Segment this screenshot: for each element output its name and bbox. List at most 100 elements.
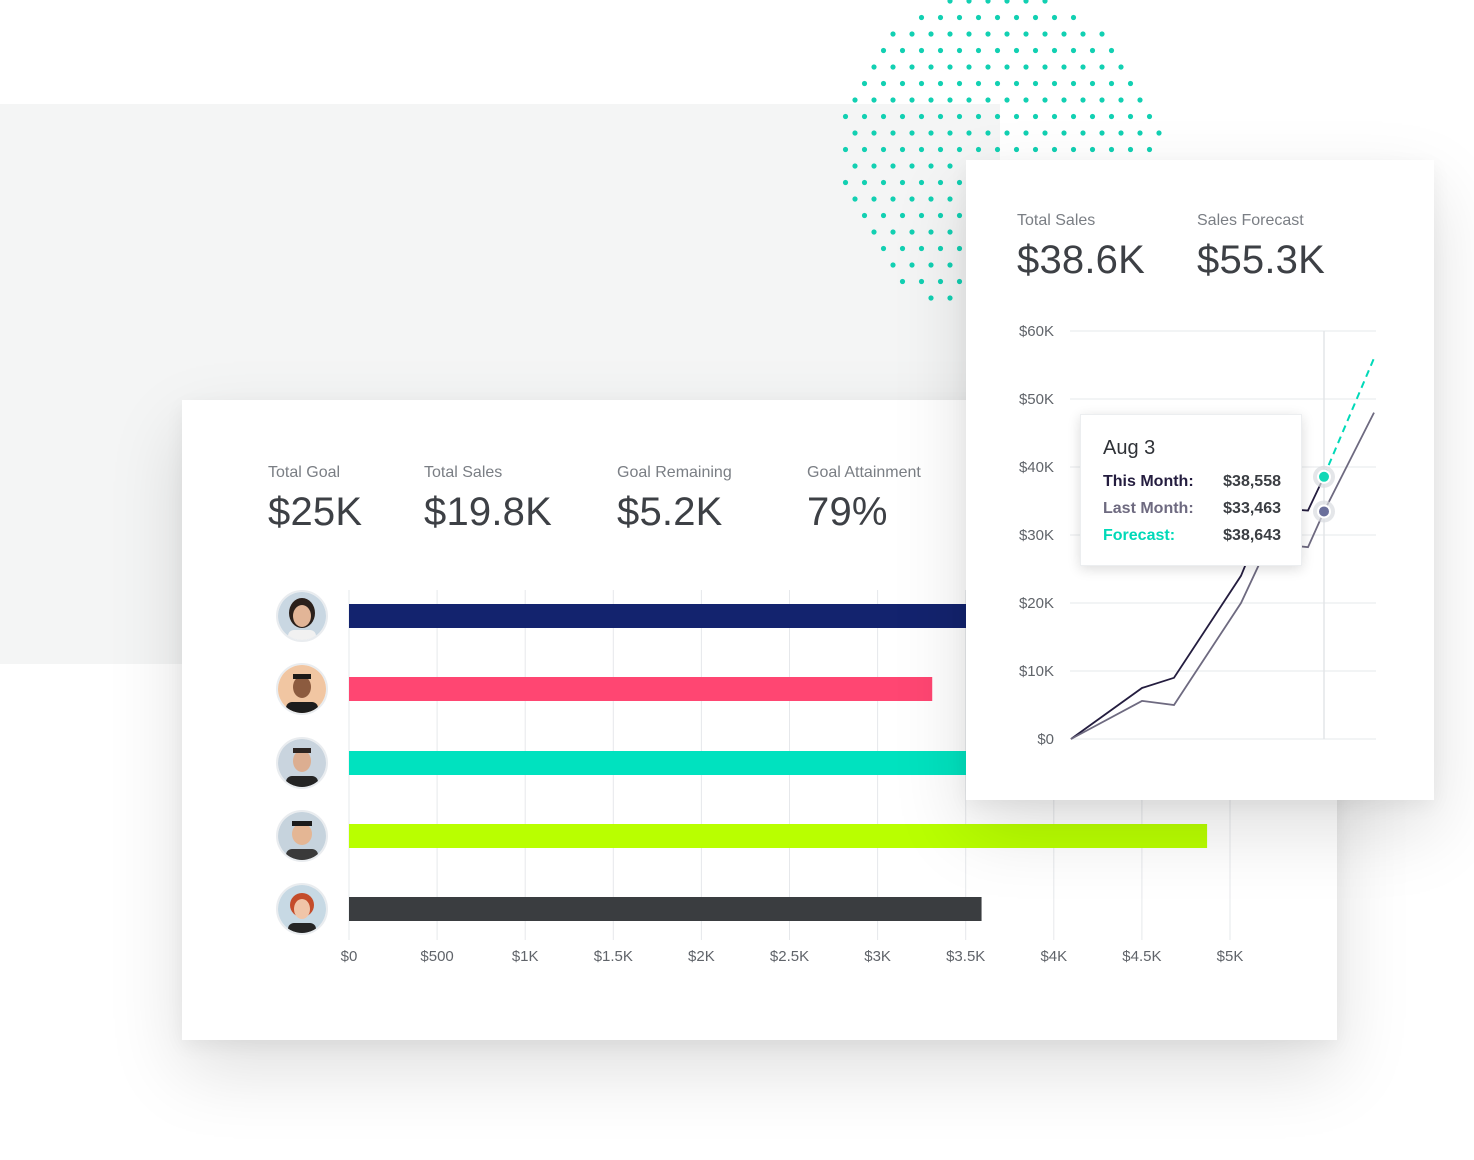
pattern-dot: [1146, 146, 1153, 153]
pattern-dot: [890, 262, 896, 268]
pattern-dot: [937, 278, 944, 285]
pattern-dot: [1032, 113, 1039, 120]
pattern-dot: [909, 229, 915, 235]
pattern-dot: [956, 179, 963, 186]
pattern-dot: [937, 146, 944, 153]
last-month-marker[interactable]: [1317, 504, 1331, 519]
forecast-marker[interactable]: [1317, 469, 1331, 484]
pattern-dot: [947, 64, 953, 70]
pattern-dot: [1013, 14, 1020, 21]
person-avatar-5[interactable]: [276, 883, 328, 935]
tooltip-last-month-label: Last Month:: [1103, 500, 1194, 517]
pattern-dot: [918, 179, 925, 186]
pattern-dot: [1042, 0, 1048, 4]
pattern-dot: [956, 113, 963, 120]
pattern-dot: [1061, 130, 1067, 136]
pattern-dot: [937, 14, 944, 21]
pattern-dot: [899, 212, 906, 219]
forecast-line[interactable]: [1323, 357, 1375, 477]
pattern-dot: [871, 163, 877, 169]
pattern-dot: [956, 212, 963, 219]
pattern-dot: [861, 146, 868, 153]
bar-x-tick-label: $500: [420, 948, 453, 965]
bar-x-tick-label: $3K: [864, 948, 891, 965]
pattern-dot: [994, 80, 1001, 87]
line-chart: $0 $10K $20K $30K $40K $50K $60K: [1019, 323, 1376, 748]
pattern-dot: [909, 130, 915, 136]
pattern-dot: [1080, 64, 1086, 70]
pattern-dot: [966, 0, 972, 4]
person-avatar-4[interactable]: [276, 810, 328, 862]
pattern-dot: [918, 212, 925, 219]
pattern-dot: [947, 262, 953, 268]
pattern-dot: [1099, 31, 1105, 37]
bar-x-tick-label: $2.5K: [770, 948, 809, 965]
pattern-dot: [956, 146, 963, 153]
pattern-dot: [947, 229, 953, 235]
pattern-dot: [909, 163, 915, 169]
bar-x-tick-label: $4.5K: [1122, 948, 1161, 965]
pattern-dot: [1023, 64, 1029, 70]
pattern-dot: [890, 64, 896, 70]
total-sales-label: Total Sales: [1017, 212, 1096, 229]
pattern-dot: [1051, 146, 1058, 153]
pattern-dot: [1051, 47, 1058, 54]
pattern-dot: [937, 245, 944, 252]
tooltip-last-month-value: $33,463: [1223, 500, 1281, 517]
pattern-dot: [1013, 47, 1020, 54]
pattern-dot: [1108, 146, 1115, 153]
pattern-dot: [966, 31, 972, 37]
sales-bar[interactable]: [349, 604, 1019, 628]
pattern-dot: [909, 97, 915, 103]
pattern-dot: [1070, 146, 1077, 153]
pattern-dot: [842, 113, 849, 120]
pattern-dot: [985, 0, 991, 4]
pattern-dot: [1099, 97, 1105, 103]
pattern-dot: [1051, 80, 1058, 87]
pattern-dot: [918, 146, 925, 153]
pattern-dot: [1127, 113, 1134, 120]
total-sales-value: $19.8K: [424, 490, 552, 534]
pattern-dot: [994, 47, 1001, 54]
pattern-dot: [928, 295, 934, 301]
sales-bar[interactable]: [349, 897, 982, 921]
pattern-dot: [937, 113, 944, 120]
this-month-line[interactable]: [1070, 476, 1325, 740]
person-avatar-1[interactable]: [276, 590, 328, 642]
pattern-dot: [1023, 130, 1029, 136]
line-y-tick-label: $30K: [1019, 527, 1054, 544]
person-avatar-2[interactable]: [276, 663, 328, 715]
pattern-dot: [890, 97, 896, 103]
pattern-dot: [947, 196, 953, 202]
tooltip-forecast-label: Forecast:: [1103, 527, 1176, 544]
pattern-dot: [994, 146, 1001, 153]
pattern-dot: [1023, 31, 1029, 37]
sales-bar[interactable]: [349, 751, 1019, 775]
pattern-dot: [880, 146, 887, 153]
pattern-dot: [966, 64, 972, 70]
pattern-dot: [899, 278, 906, 285]
pattern-dot: [947, 0, 953, 4]
pattern-dot: [1004, 31, 1010, 37]
pattern-dot: [890, 130, 896, 136]
line-y-tick-label: $50K: [1019, 391, 1054, 408]
pattern-dot: [899, 179, 906, 186]
pattern-dot: [956, 14, 963, 21]
pattern-dot: [928, 97, 934, 103]
person-avatar-3[interactable]: [276, 737, 328, 789]
pattern-dot: [918, 80, 925, 87]
goal-attainment-label: Goal Attainment: [807, 464, 921, 481]
pattern-dot: [994, 113, 1001, 120]
pattern-dot: [1080, 97, 1086, 103]
pattern-dot: [1137, 130, 1143, 136]
pattern-dot: [1080, 31, 1086, 37]
pattern-dot: [918, 245, 925, 252]
pattern-dot: [947, 130, 953, 136]
pattern-dot: [918, 47, 925, 54]
pattern-dot: [871, 64, 877, 70]
sales-bar[interactable]: [349, 824, 1208, 848]
pattern-dot: [975, 80, 982, 87]
pattern-dot: [1061, 31, 1067, 37]
pattern-dot: [880, 47, 887, 54]
sales-bar[interactable]: [349, 677, 933, 701]
